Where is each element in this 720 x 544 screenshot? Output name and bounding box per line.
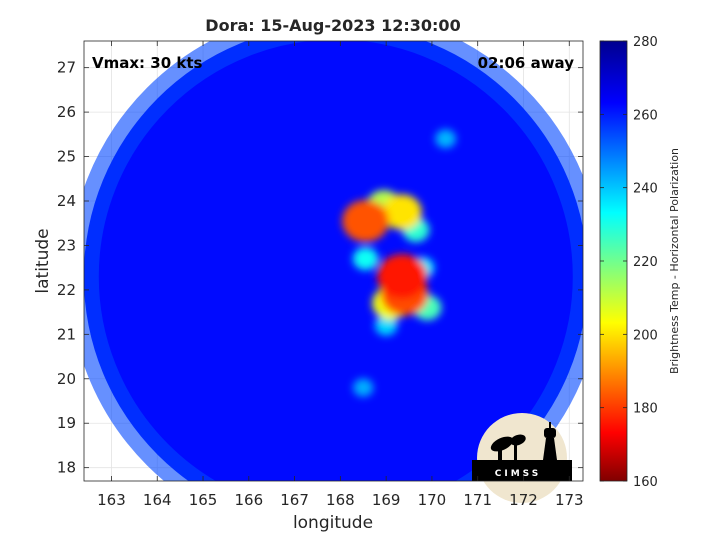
swath-disc: [84, 41, 583, 481]
cold-cell: [352, 247, 379, 271]
cold-cell: [377, 254, 428, 299]
time-offset-annotation: 02:06 away: [478, 54, 575, 72]
colorbar-ticks: 160 180 200 220 240 260 280: [600, 35, 658, 490]
cold-cell: [435, 129, 457, 149]
colorbar-tick-label: 240: [633, 182, 658, 197]
y-axis-label: latitude: [33, 228, 53, 293]
colorbar-tick-label: 180: [633, 402, 658, 417]
logo-text: CIMSS: [495, 469, 541, 479]
colorbar-tick-label: 220: [633, 255, 658, 270]
axes-frame: [83, 40, 584, 482]
satellite-dish-icon: [490, 434, 526, 460]
x-axis-label: longitude: [293, 513, 373, 533]
y-tick-label: 27: [57, 59, 76, 77]
vmax-annotation: Vmax: 30 kts: [92, 54, 202, 72]
microwave-swath: [84, 41, 583, 481]
x-tick-label: 166: [234, 491, 263, 509]
y-tick-label: 24: [57, 192, 76, 210]
y-tick-label: 26: [57, 103, 76, 121]
colorbar-tick-label: 260: [633, 108, 658, 123]
y-tick-label: 22: [57, 281, 76, 299]
colorbar: [599, 40, 628, 482]
y-tick-label: 20: [57, 370, 76, 388]
cold-cell: [382, 194, 422, 230]
x-tick-label: 164: [143, 491, 172, 509]
y-tick-label: 19: [57, 414, 76, 432]
colorbar-tick-label: 280: [633, 35, 658, 50]
x-tick-label: 171: [463, 491, 492, 509]
y-tick-label: 21: [57, 325, 76, 343]
x-tick-label: 165: [189, 491, 218, 509]
x-tick-label: 173: [555, 491, 584, 509]
colorbar-label: Brightness Temp - Horizontal Polarizatio…: [668, 148, 681, 374]
cold-cell: [374, 315, 398, 336]
y-tick-label: 25: [57, 148, 76, 166]
x-axis-ticks: 163 164 165 166 167 168 169 170 171 172 173: [97, 41, 584, 509]
x-tick-label: 167: [280, 491, 309, 509]
cold-cell: [342, 199, 389, 243]
y-axis-ticks: 18 19 20 21 22 23 24 25 26 27: [57, 59, 583, 477]
x-tick-label: 172: [509, 491, 538, 509]
x-tick-label: 163: [97, 491, 126, 509]
colorbar-tick-label: 160: [633, 475, 658, 490]
cimss-logo: CIMSS: [472, 413, 572, 503]
y-tick-label: 23: [57, 236, 76, 254]
water-tower-icon: [543, 422, 557, 460]
x-tick-label: 170: [418, 491, 447, 509]
y-tick-label: 18: [57, 459, 76, 477]
convection-cells: [342, 129, 457, 397]
cold-cell: [353, 378, 374, 397]
colorbar-tick-label: 200: [633, 328, 658, 343]
x-tick-label: 169: [372, 491, 401, 509]
x-tick-label: 168: [326, 491, 355, 509]
chart-title: Dora: 15-Aug-2023 12:30:00: [205, 16, 460, 35]
